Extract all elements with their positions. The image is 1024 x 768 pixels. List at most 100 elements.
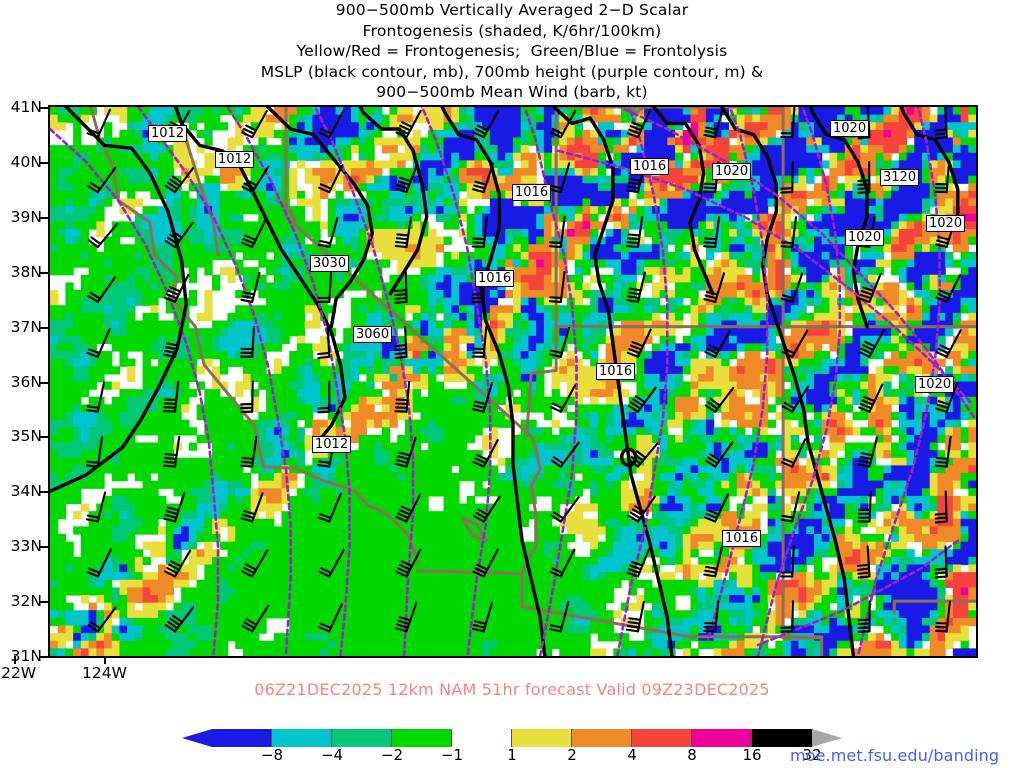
wind-barb-flag: [85, 408, 99, 413]
title-line-4: MSLP (black contour, mb), 700mb height (…: [260, 62, 764, 81]
wind-barb-flag: [626, 571, 640, 578]
wind-barb-flag: [471, 245, 485, 249]
wind-barb-flag: [90, 236, 102, 246]
wind-barb-flag: [472, 131, 485, 139]
wind-barb-flag: [783, 347, 796, 355]
wind-barb-staff: [559, 109, 577, 139]
wind-barb-staff: [945, 435, 952, 468]
x-axis-tick: [13, 656, 16, 664]
wind-barb-flag: [935, 296, 948, 303]
wind-barb-flag: [550, 349, 563, 355]
wind-barb-flag: [317, 243, 331, 249]
wind-barb-staff: [96, 381, 106, 413]
wind-barb-flag: [934, 136, 948, 140]
mslp-contours: [50, 107, 960, 656]
colorbar-segment: [332, 729, 392, 747]
wind-barb-staff: [945, 382, 958, 413]
wind-barb-staff: [482, 548, 499, 578]
wind-barb-flag: [240, 464, 254, 468]
mslp-contour-label: 1016: [475, 270, 515, 287]
wind-barb-flag: [240, 517, 254, 523]
wind-barb-flag: [318, 626, 331, 633]
wind-barb-staff: [714, 272, 726, 303]
wind-barb-staff: [96, 435, 104, 468]
wind-barb-flag: [171, 614, 184, 624]
wind-barb-flag: [630, 560, 644, 567]
wind-barb-staff: [636, 442, 659, 468]
wind-barb-flag: [550, 459, 562, 468]
wind-barb-flag: [707, 509, 720, 516]
wind-barb-flag: [550, 184, 563, 190]
wind-barb-flag: [240, 241, 254, 249]
wind-barb-flag: [704, 182, 718, 186]
colorbar-under-arrow: [182, 729, 212, 747]
x-axis-tick: [104, 656, 107, 664]
wind-barb-staff: [791, 438, 807, 468]
mslp-contour-line: [265, 107, 374, 329]
wind-barb-flag: [857, 463, 871, 468]
wind-barb-flag: [703, 133, 717, 139]
wind-barb-flag: [394, 289, 408, 293]
wind-barb-staff: [251, 549, 269, 578]
wind-barb-flag: [633, 452, 645, 462]
wind-barb-flag: [471, 627, 485, 633]
colorbar-over-arrow: [812, 729, 842, 747]
wind-barb-flag: [474, 567, 487, 574]
height-contour-label: 3030: [310, 255, 350, 272]
map-plot-area[interactable]: 1012 1012 1012 1016 1016 1016 1016 1016 1020 1020…: [48, 105, 978, 658]
wind-barb-flag: [318, 460, 332, 464]
wind-barb-flag: [703, 625, 717, 629]
wind-barb-flag: [551, 127, 564, 135]
wind-barb-flag: [703, 241, 717, 245]
wind-barb-flag: [934, 575, 948, 579]
wind-barb-flag: [476, 563, 489, 571]
colorbar-segment: [632, 729, 692, 747]
wind-barb-flag: [169, 233, 181, 242]
wind-barb-staff: [405, 436, 417, 468]
wind-barb-flag: [934, 629, 948, 633]
y-axis-label: 32N: [10, 592, 42, 611]
wind-barb-flag: [863, 395, 876, 403]
y-axis-label: 33N: [10, 537, 42, 556]
wind-barb-flag: [705, 565, 718, 570]
wind-barb-flag: [934, 464, 948, 468]
y-axis-label: 31N: [10, 647, 42, 665]
wind-barb-flag: [934, 132, 948, 136]
wind-barb-staff: [404, 325, 408, 358]
wind-barb-flag: [317, 516, 331, 523]
wind-barb-staff: [868, 436, 879, 468]
wind-barb-flag: [395, 459, 409, 464]
wind-barb-flag: [857, 618, 871, 622]
mslp-contour-label: 1016: [512, 184, 552, 201]
wind-barb-flag: [240, 298, 254, 303]
wind-barb-flag: [862, 344, 875, 351]
wind-barb-flag: [707, 456, 719, 465]
wind-barb-flag: [394, 627, 408, 633]
wind-barb-staff: [636, 547, 651, 578]
wind-barb-staff: [326, 325, 331, 358]
wind-barb-flag: [630, 401, 642, 410]
wind-barb-flag: [937, 400, 951, 406]
wind-barb-staff: [173, 167, 195, 194]
wind-barb-flag: [472, 404, 486, 409]
wind-barb-flag: [164, 453, 178, 457]
wind-barb-flag: [937, 347, 950, 355]
colorbar-segment: [512, 729, 572, 747]
wind-barb-flag: [394, 462, 408, 468]
wind-barb-staff: [482, 439, 499, 468]
wind-barb-flag: [708, 344, 721, 352]
wind-barb-flag: [703, 190, 717, 194]
wind-barb-flag: [939, 289, 952, 296]
y-axis-tick: [40, 656, 48, 658]
wind-barb-staff: [482, 216, 489, 249]
wind-barb-flag: [241, 456, 255, 460]
wind-barb-staff: [559, 384, 577, 413]
wind-barb-flag: [396, 623, 409, 629]
wind-barb-flag: [864, 340, 877, 348]
wind-barb-flag: [858, 406, 871, 413]
height-contour-line: [523, 107, 578, 656]
wind-barb-staff: [868, 272, 882, 303]
wind-barb-flag: [398, 509, 412, 516]
wind-barb-flag: [243, 182, 256, 190]
wind-barb-flag: [627, 568, 641, 574]
